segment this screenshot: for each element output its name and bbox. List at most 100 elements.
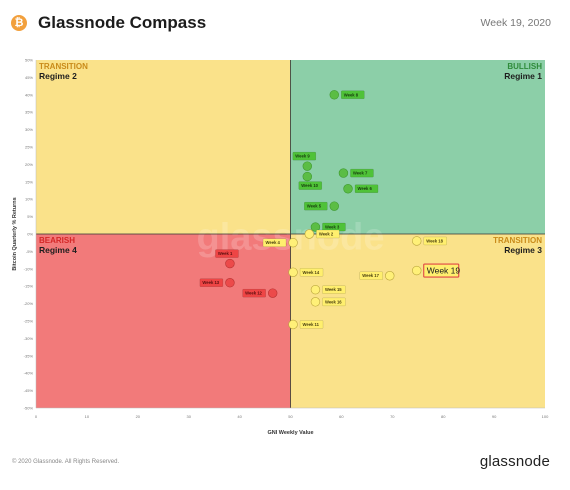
y-tick-label: 15%: [25, 179, 33, 184]
point-marker: [288, 238, 298, 248]
point-label: Week 11: [303, 322, 320, 327]
point-label: Week 10: [301, 183, 318, 188]
y-tick-label: 5%: [27, 214, 33, 219]
header: ₿ Glassnode Compass Week 19, 2020: [0, 0, 570, 46]
x-tick-label: 50: [288, 414, 293, 419]
y-tick-label: -40%: [24, 371, 34, 376]
point-marker: [412, 236, 422, 246]
brand-logo: glassnode: [479, 453, 550, 470]
point-label: Week 4: [266, 240, 281, 245]
x-tick-label: 0: [35, 414, 38, 419]
point-label: Week 16: [325, 299, 342, 304]
y-tick-label: 50%: [25, 58, 33, 63]
x-tick-label: 40: [237, 414, 242, 419]
x-tick-label: 10: [85, 414, 90, 419]
y-tick-label: -25%: [24, 319, 34, 324]
y-tick-label: -10%: [24, 266, 34, 271]
point-label-box: [199, 278, 224, 287]
quadrant-name-bottom-left: BEARISH: [39, 236, 75, 245]
point-marker: [329, 90, 339, 100]
point-label: Week 12: [245, 291, 262, 296]
point-marker: [310, 297, 321, 307]
y-tick-label: -45%: [24, 388, 34, 393]
point-label-box: [423, 236, 447, 246]
y-tick-label: 10%: [25, 197, 33, 202]
week-label: Week 19, 2020: [480, 17, 551, 29]
x-tick-label: 20: [136, 414, 141, 419]
quadrant-regime-bottom-right: Regime 3: [504, 245, 542, 255]
point-marker: [310, 222, 321, 232]
quadrant-name-bottom-right: TRANSITION: [493, 236, 542, 245]
point-label-box: [322, 285, 346, 294]
point-label: Week 18: [426, 238, 443, 243]
point-label-box: [215, 249, 239, 258]
x-tick-label: 70: [390, 414, 395, 419]
y-tick-label: 35%: [25, 110, 33, 115]
quadrant-regime-top-left: Regime 2: [39, 71, 77, 81]
point-marker: [302, 161, 312, 171]
point-label: Week 14: [303, 270, 320, 275]
quadrant-bottom-left: [36, 234, 291, 408]
quadrant-name-top-left: TRANSITION: [39, 62, 88, 71]
point-label-box: [262, 238, 287, 247]
point-label: Week 19: [427, 266, 461, 276]
point-marker: [329, 201, 339, 211]
y-tick-label: -50%: [24, 406, 34, 411]
page-title: Glassnode Compass: [38, 13, 207, 32]
point-label: Week 1: [218, 251, 233, 256]
quadrant-top-left: [36, 60, 291, 234]
bitcoin-icon: ₿: [11, 15, 27, 31]
point-marker: [338, 168, 349, 178]
point-marker: [412, 265, 422, 276]
y-axis-title: Bitcoin Quarterly % Returns: [12, 197, 18, 270]
x-axis-title: GNI Weekly Value: [267, 430, 313, 436]
y-tick-label: 20%: [25, 162, 33, 167]
point-marker: [267, 288, 278, 298]
point-label-box: [354, 184, 379, 193]
point-label-box: [242, 288, 266, 298]
y-tick-label: 30%: [25, 127, 33, 132]
point-marker: [302, 171, 312, 182]
point-label: Week 5: [307, 204, 322, 209]
point-label: Week 3: [325, 225, 340, 230]
y-tick-label: -35%: [24, 353, 34, 358]
point-label-box: [322, 297, 346, 307]
quadrant-regime-bottom-left: Regime 4: [39, 245, 77, 255]
x-tick-label: 60: [339, 414, 344, 419]
y-tick-label: -30%: [24, 336, 34, 341]
x-tick-label: 30: [186, 414, 191, 419]
point-label: Week 8: [344, 92, 359, 97]
y-tick-label: 0%: [27, 232, 33, 237]
point-label: Week 9: [295, 154, 310, 159]
y-tick-label: -20%: [24, 301, 34, 306]
quadrant-name-top-right: BULLISH: [507, 62, 542, 71]
point-label-box: [341, 90, 365, 100]
point-label: Week 7: [353, 171, 368, 176]
point-label-box: [350, 168, 374, 178]
y-tick-label: 25%: [25, 145, 33, 150]
y-tick-label: 40%: [25, 92, 33, 97]
point-label-box: [304, 201, 328, 211]
point-label-box: [292, 151, 316, 161]
point-marker: [288, 319, 298, 330]
point-label-box: [298, 181, 322, 190]
point-label-box: [359, 271, 383, 280]
y-tick-label: 45%: [25, 75, 33, 80]
quadrant-bottom-right: [290, 234, 545, 408]
point-marker: [225, 278, 235, 288]
point-label: Week 2: [319, 231, 334, 236]
point-marker: [310, 284, 321, 295]
point-marker: [304, 229, 315, 239]
x-tick-label: 80: [441, 414, 446, 419]
point-label-box: [316, 229, 340, 239]
point-label: Week 13: [202, 280, 219, 285]
point-marker: [225, 258, 235, 269]
quadrant-regime-top-right: Regime 1: [504, 71, 542, 81]
point-marker: [385, 271, 395, 281]
point-label: Week 17: [362, 273, 379, 278]
y-tick-label: -5%: [26, 249, 34, 254]
quadrant-top-right: [290, 60, 545, 234]
highlight-label-box: [423, 263, 460, 278]
point-label-box: [299, 268, 324, 277]
